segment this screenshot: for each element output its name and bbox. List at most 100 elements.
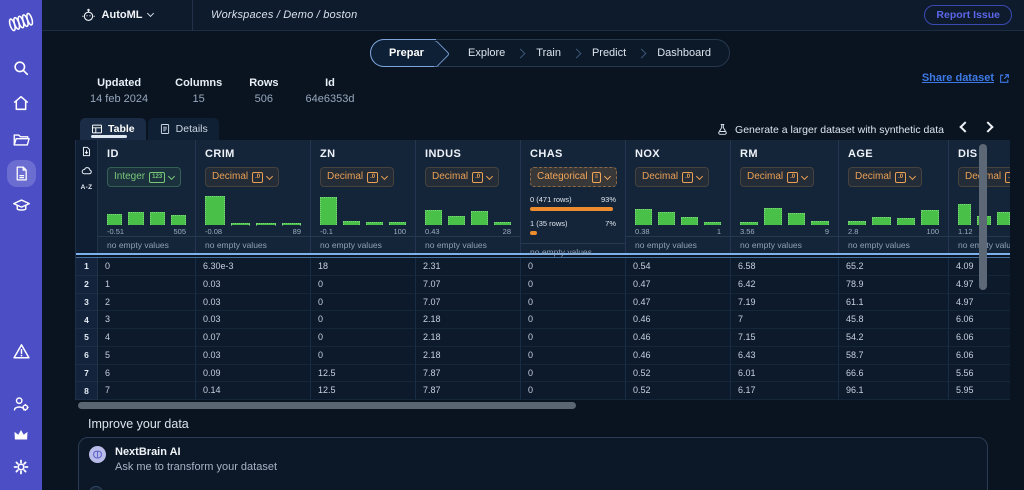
search-icon[interactable] — [0, 59, 42, 77]
table-cell[interactable]: 0 — [311, 275, 416, 294]
table-cell[interactable]: 0.47 — [626, 275, 731, 294]
table-cell[interactable]: 7.87 — [416, 382, 521, 400]
sort-az-icon[interactable]: A-Z — [80, 184, 93, 191]
table-row[interactable]: 1 0 6.30e-3 18 2.31 0 0.54 6.58 65.2 4.09 — [76, 258, 1010, 276]
table-cell[interactable]: 0 — [311, 329, 416, 347]
table-cell[interactable]: 0.46 — [626, 311, 731, 329]
table-cell[interactable]: 0.46 — [626, 329, 731, 347]
table-cell[interactable]: 7.07 — [416, 275, 521, 294]
table-cell[interactable]: 7 — [98, 382, 196, 400]
table-cell[interactable]: 0.46 — [626, 346, 731, 365]
table-cell[interactable]: 7.87 — [416, 364, 521, 383]
table-cell[interactable]: 4.97 — [949, 276, 1010, 294]
table-cell[interactable]: 18 — [311, 258, 416, 276]
table-cell[interactable]: 0.47 — [626, 293, 731, 312]
table-row[interactable]: 3 2 0.03 0 7.07 0 0.47 7.19 61.1 4.97 — [76, 293, 1010, 312]
table-cell[interactable]: 0 — [521, 329, 626, 347]
table-cell[interactable]: 78.9 — [839, 275, 949, 294]
settings-gear-icon[interactable] — [0, 458, 42, 476]
table-cell[interactable]: 66.6 — [839, 364, 949, 383]
column-type-select[interactable]: Integer 123 — [107, 167, 182, 187]
column-type-select[interactable]: Categorical ≡ — [530, 167, 618, 187]
table-cell[interactable]: 12.5 — [311, 382, 416, 400]
table-cell[interactable]: 6.43 — [731, 346, 839, 365]
table-cell[interactable]: 96.1 — [839, 382, 949, 400]
table-cell[interactable]: 2.31 — [416, 258, 521, 276]
table-cell[interactable]: 1 — [98, 275, 196, 294]
cloud-upload-icon[interactable] — [81, 165, 93, 176]
step-predict[interactable]: Predict — [591, 47, 627, 59]
table-cell[interactable]: 2 — [98, 293, 196, 312]
warning-icon[interactable] — [0, 342, 42, 361]
home-icon[interactable] — [0, 94, 42, 112]
table-cell[interactable]: 12.5 — [311, 364, 416, 383]
table-cell[interactable]: 0 — [311, 346, 416, 365]
table-cell[interactable]: 4.97 — [949, 294, 1010, 312]
table-cell[interactable]: 6.58 — [731, 258, 839, 276]
table-cell[interactable]: 2.18 — [416, 329, 521, 347]
column-type-select[interactable]: Decimal.0 — [425, 167, 500, 187]
generate-synthetic-data-button[interactable]: Generate a larger dataset with synthetic… — [716, 123, 944, 136]
breadcrumb[interactable]: Workspaces / Demo / boston — [211, 9, 358, 21]
column-type-select[interactable]: Decimal.0 — [848, 167, 923, 187]
tab-table[interactable]: Table — [80, 118, 146, 140]
table-cell[interactable]: 3 — [98, 311, 196, 329]
table-row[interactable]: 4 3 0.03 0 2.18 0 0.46 7 45.8 6.06 — [76, 311, 1010, 329]
table-cell[interactable]: 6.17 — [731, 382, 839, 400]
table-cell[interactable]: 0 — [521, 364, 626, 383]
chevron-left-icon[interactable] — [959, 121, 971, 133]
ai-assistant-prompt[interactable]: Ask me to transform your dataset — [115, 461, 278, 473]
nextbrain-logo-icon[interactable] — [0, 9, 42, 35]
table-cell[interactable]: 54.2 — [839, 329, 949, 347]
table-cell[interactable]: 0 — [98, 258, 196, 276]
table-cell[interactable]: 0 — [311, 293, 416, 312]
share-dataset-link[interactable]: Share dataset — [922, 72, 1010, 84]
table-row[interactable]: 7 6 0.09 12.5 7.87 0 0.52 6.01 66.6 5.56 — [76, 364, 1010, 383]
table-cell[interactable]: 6.42 — [731, 275, 839, 294]
table-cell[interactable]: 0.03 — [196, 293, 311, 312]
step-explore[interactable]: Explore — [467, 47, 506, 59]
table-cell[interactable]: 7.07 — [416, 293, 521, 312]
dataset-document-icon[interactable] — [0, 160, 42, 187]
chevron-right-icon[interactable] — [982, 121, 994, 133]
table-cell[interactable]: 7.15 — [731, 329, 839, 347]
table-cell[interactable]: 0 — [521, 382, 626, 400]
table-cell[interactable]: 0.52 — [626, 382, 731, 400]
report-issue-button[interactable]: Report Issue — [924, 5, 1012, 25]
table-cell[interactable]: 2.18 — [416, 346, 521, 365]
table-cell[interactable]: 5 — [98, 346, 196, 365]
table-cell[interactable]: 0.03 — [196, 311, 311, 329]
table-cell[interactable]: 7 — [731, 311, 839, 329]
table-cell[interactable]: 6.30e-3 — [196, 258, 311, 276]
table-cell[interactable]: 0.09 — [196, 364, 311, 383]
step-train[interactable]: Train — [536, 47, 561, 59]
table-cell[interactable]: 58.7 — [839, 346, 949, 365]
table-cell[interactable]: 6.06 — [949, 311, 1010, 329]
table-cell[interactable]: 6 — [98, 364, 196, 383]
table-cell[interactable]: 0.14 — [196, 382, 311, 400]
table-cell[interactable]: 45.8 — [839, 311, 949, 329]
app-switcher[interactable]: AutoML — [42, 0, 193, 31]
learn-graduation-cap-icon[interactable] — [0, 196, 42, 215]
table-cell[interactable]: 0.03 — [196, 275, 311, 294]
table-cell[interactable]: 5.56 — [949, 365, 1010, 383]
column-type-select[interactable]: Decimal.0 — [320, 167, 395, 187]
premium-crown-icon[interactable] — [0, 426, 42, 444]
table-cell[interactable]: 0 — [521, 258, 626, 276]
table-cell[interactable]: 6.06 — [949, 329, 1010, 347]
table-cell[interactable]: 0 — [521, 293, 626, 312]
table-cell[interactable]: 61.1 — [839, 293, 949, 312]
column-type-select[interactable]: Decimal.0 — [205, 167, 280, 187]
table-row[interactable]: 6 5 0.03 0 2.18 0 0.46 6.43 58.7 6.06 — [76, 346, 1010, 365]
horizontal-scrollbar[interactable] — [78, 402, 576, 409]
table-cell[interactable]: 4 — [98, 329, 196, 347]
table-cell[interactable]: 0.52 — [626, 364, 731, 383]
table-cell[interactable]: 5.95 — [949, 382, 1010, 400]
table-row[interactable]: 5 4 0.07 0 2.18 0 0.46 7.15 54.2 6.06 — [76, 329, 1010, 347]
user-settings-icon[interactable] — [0, 395, 42, 413]
tab-details[interactable]: Details — [147, 118, 219, 140]
table-cell[interactable]: 0.03 — [196, 346, 311, 365]
column-type-select[interactable]: Decimal.0 — [740, 167, 815, 187]
table-row[interactable]: 2 1 0.03 0 7.07 0 0.47 6.42 78.9 4.97 — [76, 275, 1010, 294]
table-cell[interactable]: 6.06 — [949, 347, 1010, 365]
